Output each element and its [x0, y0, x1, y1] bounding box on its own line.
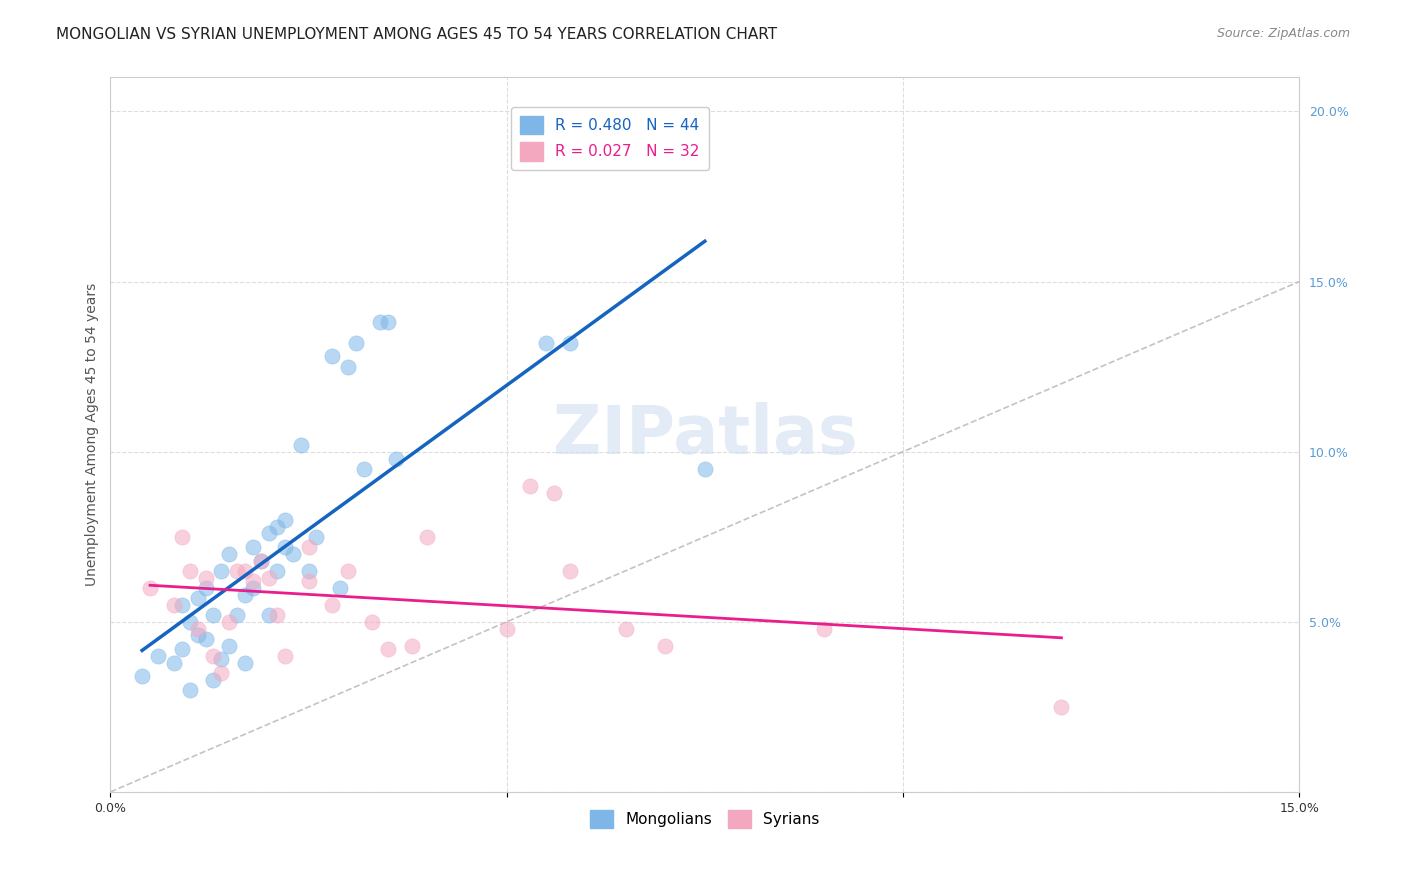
Point: [614, 622, 637, 636]
Point: [170, 642, 193, 657]
Point: [519, 479, 541, 493]
Point: [233, 588, 256, 602]
Point: [368, 315, 391, 329]
Point: [290, 438, 312, 452]
Point: [179, 682, 201, 697]
Point: [242, 540, 264, 554]
Point: [361, 615, 384, 629]
Point: [170, 598, 193, 612]
Point: [337, 564, 360, 578]
Point: [353, 461, 375, 475]
Point: [250, 553, 273, 567]
Point: [321, 598, 343, 612]
Point: [377, 642, 399, 657]
Point: [218, 547, 240, 561]
Point: [297, 540, 319, 554]
Point: [242, 574, 264, 588]
Point: [194, 571, 217, 585]
Point: [654, 639, 676, 653]
Point: [693, 461, 716, 475]
Point: [344, 335, 367, 350]
Point: [281, 547, 304, 561]
Point: [163, 656, 186, 670]
Point: [274, 513, 297, 527]
Point: [233, 564, 256, 578]
Point: [416, 530, 439, 544]
Point: [266, 607, 288, 622]
Point: [257, 607, 280, 622]
Point: [170, 530, 193, 544]
Point: [266, 564, 288, 578]
Point: [266, 519, 288, 533]
Point: [146, 648, 169, 663]
Point: [337, 359, 360, 374]
Point: [257, 571, 280, 585]
Point: [202, 607, 225, 622]
Point: [226, 564, 249, 578]
Point: [202, 673, 225, 687]
Point: [163, 598, 186, 612]
Point: [187, 628, 209, 642]
Point: [401, 639, 423, 653]
Point: [329, 581, 352, 595]
Legend: Mongolians, Syrians: Mongolians, Syrians: [585, 804, 825, 834]
Point: [1050, 699, 1073, 714]
Point: [202, 648, 225, 663]
Point: [558, 564, 581, 578]
Point: [543, 485, 565, 500]
Point: [194, 632, 217, 646]
Point: [384, 451, 406, 466]
Text: MONGOLIAN VS SYRIAN UNEMPLOYMENT AMONG AGES 45 TO 54 YEARS CORRELATION CHART: MONGOLIAN VS SYRIAN UNEMPLOYMENT AMONG A…: [56, 27, 778, 42]
Point: [242, 581, 264, 595]
Point: [274, 540, 297, 554]
Text: Source: ZipAtlas.com: Source: ZipAtlas.com: [1216, 27, 1350, 40]
Text: ZIPatlas: ZIPatlas: [553, 401, 858, 467]
Point: [226, 607, 249, 622]
Point: [218, 615, 240, 629]
Point: [321, 350, 343, 364]
Point: [209, 652, 232, 666]
Point: [297, 564, 319, 578]
Point: [558, 335, 581, 350]
Point: [233, 656, 256, 670]
Point: [813, 622, 835, 636]
Point: [209, 564, 232, 578]
Point: [377, 315, 399, 329]
Point: [218, 639, 240, 653]
Point: [194, 581, 217, 595]
Point: [139, 581, 162, 595]
Point: [257, 526, 280, 541]
Point: [250, 553, 273, 567]
Y-axis label: Unemployment Among Ages 45 to 54 years: Unemployment Among Ages 45 to 54 years: [86, 283, 100, 586]
Point: [187, 591, 209, 605]
Point: [274, 648, 297, 663]
Point: [297, 574, 319, 588]
Point: [305, 530, 328, 544]
Point: [536, 335, 558, 350]
Point: [495, 622, 517, 636]
Point: [179, 564, 201, 578]
Point: [131, 669, 153, 683]
Point: [209, 665, 232, 680]
Point: [179, 615, 201, 629]
Point: [187, 622, 209, 636]
